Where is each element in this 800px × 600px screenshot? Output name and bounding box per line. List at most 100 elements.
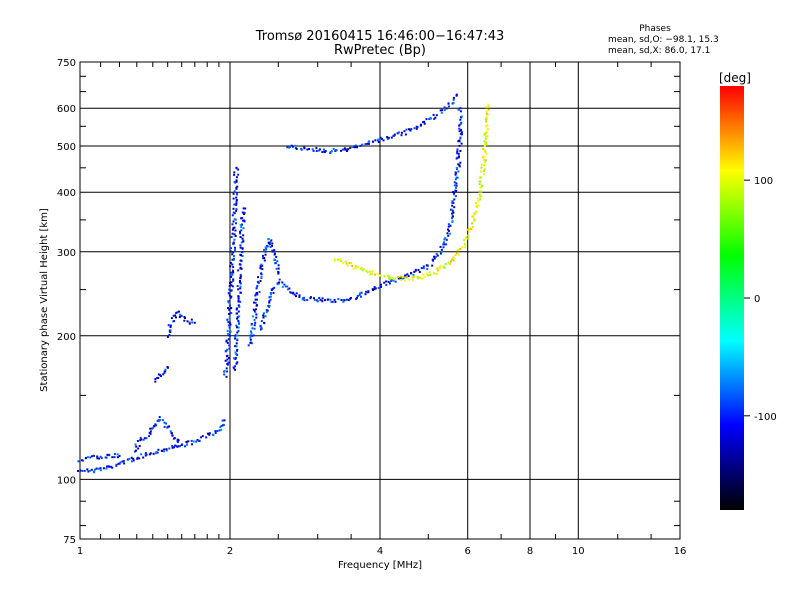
data-point xyxy=(281,281,284,284)
data-point xyxy=(433,257,436,260)
data-point xyxy=(339,258,342,261)
data-point xyxy=(346,264,349,267)
data-point xyxy=(480,163,483,166)
data-point xyxy=(242,234,245,237)
data-point xyxy=(254,298,257,301)
colorbar-tick-label: 0 xyxy=(754,294,760,305)
data-point xyxy=(347,299,350,302)
data-point xyxy=(463,242,466,245)
data-point xyxy=(193,321,196,324)
data-point xyxy=(250,323,253,326)
data-point xyxy=(231,228,234,231)
data-point xyxy=(485,120,488,123)
data-point xyxy=(239,277,242,280)
data-point xyxy=(257,276,259,279)
data-point xyxy=(486,124,489,127)
data-point xyxy=(467,237,469,240)
data-point xyxy=(186,443,188,446)
data-point xyxy=(449,232,452,235)
data-point xyxy=(163,448,166,451)
data-point xyxy=(232,258,235,261)
data-point xyxy=(251,342,254,345)
data-point xyxy=(237,326,240,329)
data-point xyxy=(455,186,457,189)
data-point xyxy=(132,457,135,460)
data-point xyxy=(452,193,455,196)
data-point xyxy=(113,453,116,456)
data-point xyxy=(451,215,454,218)
data-point xyxy=(385,280,388,283)
data-point xyxy=(283,283,286,286)
data-point xyxy=(483,144,486,147)
data-point xyxy=(172,437,175,440)
data-point xyxy=(319,298,322,301)
data-point xyxy=(234,345,237,348)
data-point xyxy=(234,334,237,337)
data-point xyxy=(399,277,402,280)
data-point xyxy=(159,373,162,376)
data-point xyxy=(303,147,306,150)
data-point xyxy=(226,348,229,351)
data-point xyxy=(220,425,223,427)
data-point xyxy=(453,184,456,187)
data-point xyxy=(226,341,229,344)
data-point xyxy=(264,315,267,318)
data-point xyxy=(239,232,242,235)
data-point xyxy=(478,183,481,186)
phases-line-x: mean, sd,X: 86.0, 17.1 xyxy=(608,46,710,56)
data-point xyxy=(228,301,231,304)
data-point xyxy=(454,254,457,256)
data-point xyxy=(373,288,376,291)
data-point xyxy=(456,152,459,155)
data-point xyxy=(230,307,233,310)
data-point xyxy=(191,443,193,446)
data-point xyxy=(92,454,95,457)
data-point xyxy=(83,469,86,472)
data-point xyxy=(223,373,226,376)
data-point xyxy=(443,109,446,112)
data-point xyxy=(456,249,459,252)
data-point xyxy=(444,236,447,239)
data-point xyxy=(482,173,485,176)
data-point xyxy=(185,440,188,443)
data-point xyxy=(262,254,264,257)
data-point xyxy=(403,279,406,282)
data-point xyxy=(111,466,114,469)
data-point xyxy=(249,336,252,339)
data-point xyxy=(474,202,477,205)
data-point xyxy=(460,121,463,124)
data-point xyxy=(135,449,137,452)
data-point xyxy=(476,197,479,200)
data-point xyxy=(239,273,242,276)
data-point xyxy=(478,180,481,183)
data-point xyxy=(439,265,442,267)
data-point xyxy=(340,299,343,301)
data-point xyxy=(225,375,228,378)
data-point xyxy=(117,462,120,465)
data-point xyxy=(240,259,243,262)
data-point xyxy=(422,121,424,124)
data-point xyxy=(233,233,236,236)
data-point xyxy=(208,433,211,436)
data-point xyxy=(434,255,437,258)
data-point xyxy=(443,266,446,269)
data-point xyxy=(272,287,274,290)
data-point xyxy=(239,236,242,238)
data-point xyxy=(169,326,172,328)
data-point xyxy=(404,133,407,136)
data-point xyxy=(386,136,389,139)
data-point xyxy=(236,348,239,351)
data-point xyxy=(255,308,258,311)
data-point xyxy=(452,191,455,193)
data-point xyxy=(429,273,432,276)
data-point xyxy=(483,164,486,167)
data-point xyxy=(153,425,156,428)
data-point xyxy=(292,291,295,294)
data-point xyxy=(105,456,108,459)
data-point xyxy=(232,279,235,282)
data-point xyxy=(226,363,229,365)
data-point xyxy=(231,223,234,226)
data-point xyxy=(484,159,487,162)
colorbar-label: [deg] xyxy=(719,71,751,85)
data-point xyxy=(367,140,370,143)
